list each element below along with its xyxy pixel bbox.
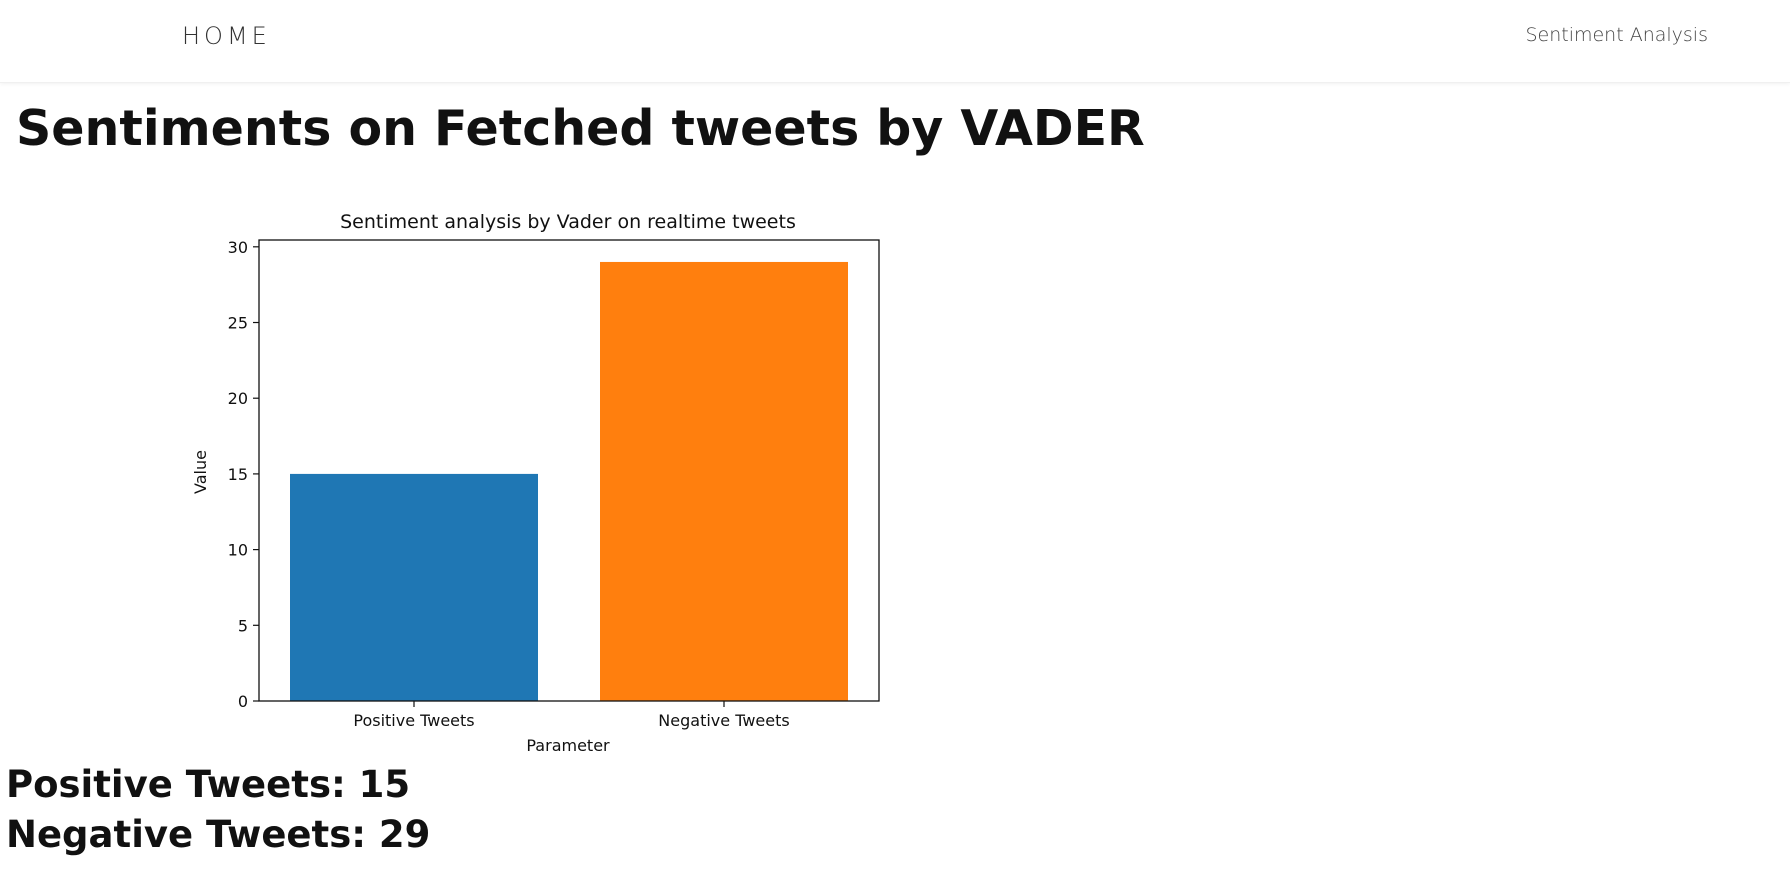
y-tick-label: 30 — [228, 238, 248, 257]
x-tick-label: Negative Tweets — [658, 711, 789, 730]
top-navbar: HOME Sentiment Analysis — [0, 0, 1790, 83]
plot-frame — [258, 239, 880, 702]
chart-title: Sentiment analysis by Vader on realtime … — [340, 211, 796, 233]
tweet-summary: Positive Tweets: 15 Negative Tweets: 29 — [6, 760, 430, 860]
y-tick-label: 0 — [238, 692, 248, 711]
bar-positive-tweets — [290, 473, 538, 701]
bar-negative-tweets — [600, 261, 848, 701]
y-tick-label: 15 — [228, 465, 248, 484]
page-title: Sentiments on Fetched tweets by VADER — [16, 100, 1145, 157]
positive-tweets-count: Positive Tweets: 15 — [6, 763, 411, 806]
plot-area: Positive Tweets Negative Tweets 0 5 10 15 20 25… — [228, 238, 880, 730]
x-axis-label: Parameter — [526, 736, 610, 755]
y-tick-label: 10 — [228, 541, 248, 560]
sentiment-analysis-link[interactable]: Sentiment Analysis — [1525, 24, 1708, 46]
y-tick-label: 20 — [228, 389, 248, 408]
x-tick-label: Positive Tweets — [353, 711, 474, 730]
chart-svg: Sentiment analysis by Vader on realtime … — [191, 211, 880, 755]
sentiment-bar-chart: Sentiment analysis by Vader on realtime … — [180, 200, 900, 760]
y-tick-label: 5 — [238, 616, 248, 635]
home-link[interactable]: HOME — [182, 22, 271, 50]
y-axis-label: Value — [191, 450, 210, 494]
negative-tweets-count: Negative Tweets: 29 — [6, 813, 431, 856]
y-tick-label: 25 — [228, 314, 248, 333]
